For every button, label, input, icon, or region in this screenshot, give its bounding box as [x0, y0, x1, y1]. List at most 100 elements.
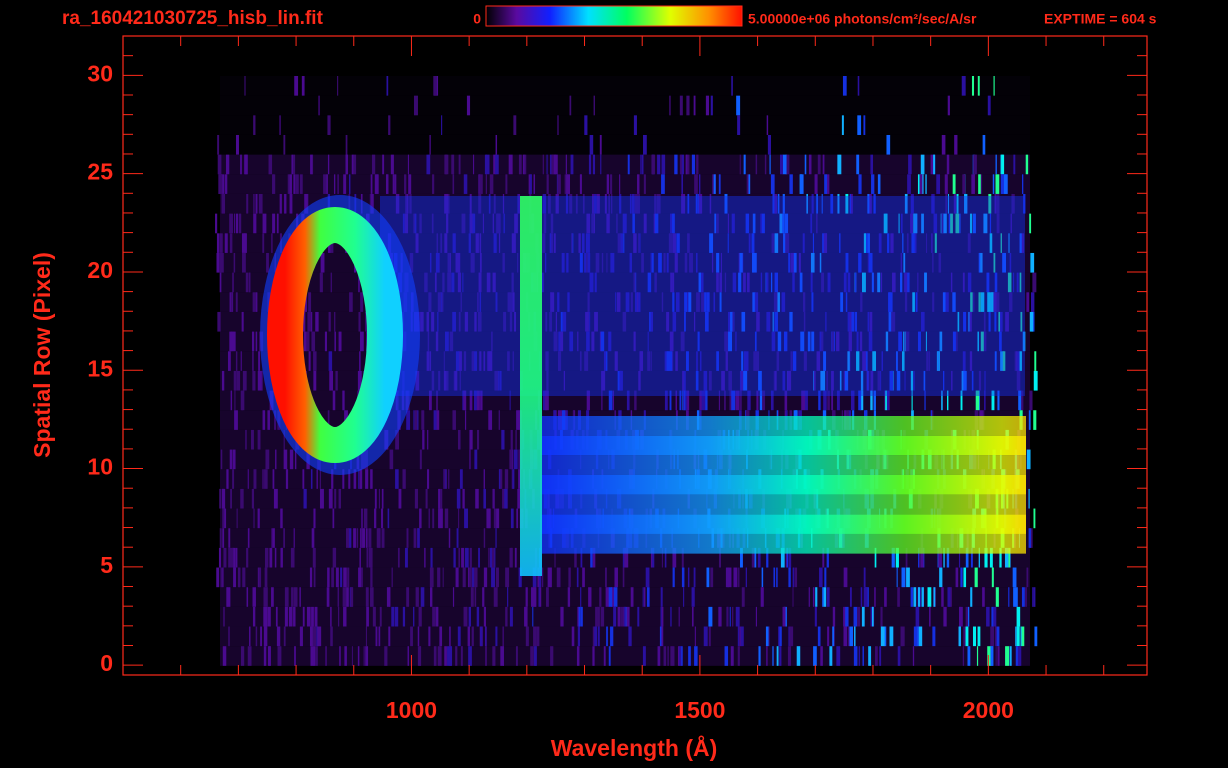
- image-streak: [960, 390, 963, 411]
- image-streak: [872, 351, 877, 371]
- image-streak: [735, 390, 740, 411]
- image-streak: [632, 213, 635, 234]
- image-streak: [584, 115, 588, 135]
- image-streak: [374, 508, 377, 529]
- image-streak: [462, 567, 466, 588]
- image-streak: [670, 606, 672, 627]
- image-streak: [343, 606, 347, 627]
- image-streak: [232, 469, 235, 489]
- image-streak: [827, 626, 830, 647]
- image-streak: [969, 351, 973, 371]
- image-streak: [287, 174, 290, 194]
- image-streak: [274, 547, 277, 568]
- image-streak: [265, 449, 270, 470]
- image-streak: [1033, 508, 1036, 529]
- image-streak: [990, 646, 994, 666]
- image-streak: [233, 567, 236, 588]
- image-streak: [310, 646, 314, 666]
- image-streak: [284, 193, 287, 214]
- image-streak: [773, 567, 776, 588]
- image-streak: [781, 292, 786, 312]
- image-streak: [724, 390, 726, 411]
- image-streak: [365, 646, 369, 666]
- image-streak: [293, 528, 295, 548]
- image-streak: [280, 547, 283, 568]
- image-streak: [907, 174, 911, 194]
- image-streak: [896, 370, 901, 391]
- image-streak: [603, 646, 606, 666]
- image-streak: [821, 272, 825, 293]
- image-streak: [257, 508, 260, 529]
- image-streak: [815, 213, 818, 234]
- image-streak: [854, 626, 856, 647]
- image-streak: [748, 174, 751, 194]
- image-streak: [445, 154, 448, 175]
- image-streak: [754, 292, 759, 312]
- image-streak: [580, 606, 583, 627]
- image-streak: [469, 547, 472, 568]
- image-streak: [337, 174, 339, 194]
- image-streak: [732, 311, 735, 332]
- image-streak: [429, 351, 432, 371]
- image-streak: [461, 547, 464, 568]
- image-streak: [515, 429, 517, 450]
- image-streak: [941, 390, 943, 411]
- image-streak: [580, 547, 583, 568]
- image-streak: [624, 547, 629, 568]
- image-streak: [579, 252, 583, 273]
- image-streak: [873, 390, 876, 411]
- image-streak: [861, 272, 866, 293]
- image-streak: [525, 626, 529, 647]
- image-streak: [777, 193, 780, 214]
- image-streak: [262, 469, 264, 489]
- y-axis-label: Spatial Row (Pixel): [29, 252, 55, 458]
- image-streak: [232, 272, 234, 293]
- image-streak: [875, 646, 878, 666]
- image-streak: [601, 390, 603, 411]
- image-streak: [698, 272, 701, 293]
- image-streak: [730, 311, 733, 332]
- image-streak: [232, 547, 236, 568]
- image-streak: [651, 154, 655, 175]
- image-streak: [679, 95, 683, 116]
- image-streak: [495, 567, 499, 588]
- image-streak: [655, 272, 657, 293]
- image-streak: [580, 587, 582, 607]
- image-streak: [836, 646, 841, 666]
- image-streak: [643, 213, 647, 234]
- image-streak: [679, 646, 682, 666]
- image-streak: [755, 351, 760, 371]
- image-streak: [770, 390, 774, 411]
- image-streak: [982, 587, 985, 607]
- image-streak: [686, 351, 689, 371]
- image-streak: [745, 567, 747, 588]
- image-streak: [991, 390, 995, 411]
- image-streak: [982, 331, 987, 352]
- image-streak: [589, 311, 591, 332]
- image-streak: [971, 370, 974, 391]
- image-streak: [216, 233, 220, 253]
- image-streak: [660, 587, 663, 607]
- image-streak: [853, 646, 858, 666]
- image-streak: [752, 252, 755, 273]
- image-streak: [562, 311, 567, 332]
- image-streak: [566, 252, 569, 273]
- image-streak: [696, 292, 700, 312]
- image-streak: [867, 370, 869, 391]
- image-streak: [224, 233, 228, 253]
- image-streak: [860, 370, 864, 391]
- image-streak: [768, 626, 770, 647]
- image-streak: [772, 193, 776, 214]
- image-streak: [569, 193, 573, 214]
- image-streak: [248, 272, 251, 293]
- image-streak: [360, 292, 364, 312]
- image-streak: [585, 233, 590, 253]
- image-streak: [324, 331, 328, 352]
- image-streak: [531, 587, 535, 607]
- image-streak: [963, 311, 967, 332]
- image-streak: [330, 272, 332, 293]
- image-streak: [800, 331, 805, 352]
- image-streak: [533, 626, 537, 647]
- image-streak: [477, 311, 482, 332]
- x-tick-label: 2000: [963, 697, 1014, 723]
